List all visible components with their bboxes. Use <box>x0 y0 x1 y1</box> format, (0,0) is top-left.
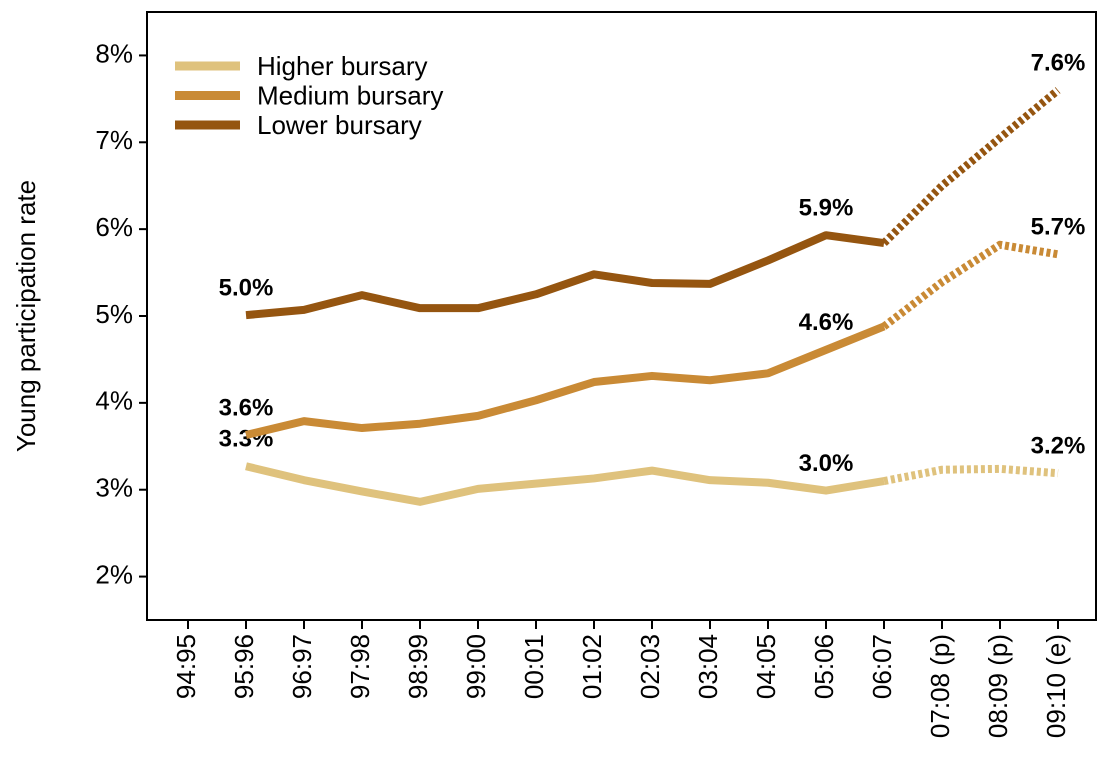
data-label: 5.7% <box>1031 214 1086 241</box>
x-tick-label: 95:96 <box>229 634 259 699</box>
x-tick-label: 97:98 <box>345 634 375 699</box>
x-tick-label: 01:02 <box>577 634 607 699</box>
y-tick-label: 3% <box>95 473 133 503</box>
data-label: 5.0% <box>219 274 274 301</box>
data-label: 5.9% <box>799 195 854 222</box>
data-label: 4.6% <box>799 309 854 336</box>
series-line <box>245 231 885 320</box>
y-tick-label: 8% <box>95 38 133 68</box>
x-tick-label: 94:95 <box>171 634 201 699</box>
y-axis-label: Young participation rate <box>11 180 41 452</box>
x-tick-label: 05:06 <box>809 634 839 699</box>
x-tick-label: 06:07 <box>867 634 897 699</box>
legend-label: Medium bursary <box>257 80 443 110</box>
y-tick-label: 6% <box>95 212 133 242</box>
y-tick-label: 7% <box>95 125 133 155</box>
series-line-projected <box>881 240 1059 330</box>
y-tick-label: 4% <box>95 386 133 416</box>
series-line-projected <box>883 464 1059 485</box>
x-tick-label: 96:97 <box>287 634 317 699</box>
x-tick-label: 09:10 (e) <box>1041 634 1071 738</box>
series-line <box>245 462 885 506</box>
series-line <box>245 322 886 439</box>
x-tick-label: 00:01 <box>519 634 549 699</box>
data-label: 3.6% <box>219 394 274 421</box>
y-tick-label: 2% <box>95 559 133 589</box>
x-tick-label: 08:09 (p) <box>983 634 1013 738</box>
x-tick-label: 02:03 <box>635 634 665 699</box>
x-tick-label: 03:04 <box>693 634 723 699</box>
series-line-projected <box>881 87 1061 246</box>
legend-label: Lower bursary <box>257 110 422 140</box>
data-label: 7.6% <box>1031 50 1086 77</box>
y-tick-label: 5% <box>95 299 133 329</box>
x-tick-label: 98:99 <box>403 634 433 699</box>
data-label: 3.2% <box>1031 433 1086 460</box>
x-tick-label: 04:05 <box>751 634 781 699</box>
x-tick-label: 99:00 <box>461 634 491 699</box>
data-label: 3.0% <box>799 450 854 477</box>
x-tick-label: 07:08 (p) <box>925 634 955 738</box>
legend-label: Higher bursary <box>257 51 428 81</box>
